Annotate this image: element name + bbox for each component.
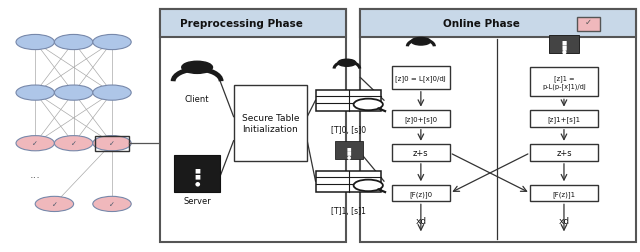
- Text: ✓: ✓: [109, 141, 115, 147]
- Text: Online Phase: Online Phase: [443, 19, 520, 29]
- Text: ■: ■: [561, 45, 566, 50]
- Text: ✓: ✓: [70, 141, 77, 147]
- FancyBboxPatch shape: [234, 86, 307, 161]
- Text: ●: ●: [347, 154, 351, 159]
- FancyBboxPatch shape: [392, 111, 450, 127]
- FancyBboxPatch shape: [360, 10, 636, 242]
- Text: Server: Server: [183, 196, 211, 205]
- Circle shape: [54, 136, 93, 151]
- FancyBboxPatch shape: [531, 145, 598, 161]
- Text: Secure Table
Initialization: Secure Table Initialization: [242, 114, 299, 133]
- Text: z+s: z+s: [556, 149, 572, 158]
- Text: ●: ●: [195, 180, 200, 185]
- Circle shape: [93, 86, 131, 101]
- Text: [F(z)]0: [F(z)]0: [410, 190, 433, 197]
- Circle shape: [412, 38, 431, 46]
- Text: xd: xd: [415, 216, 426, 225]
- Text: ■: ■: [194, 174, 200, 179]
- FancyBboxPatch shape: [360, 10, 636, 38]
- FancyBboxPatch shape: [335, 142, 363, 159]
- Text: [T]0, [s]0: [T]0, [s]0: [332, 125, 366, 134]
- Text: ✓: ✓: [32, 141, 38, 147]
- FancyBboxPatch shape: [160, 10, 346, 38]
- Circle shape: [54, 86, 93, 101]
- FancyBboxPatch shape: [531, 67, 598, 97]
- FancyBboxPatch shape: [392, 145, 450, 161]
- FancyBboxPatch shape: [392, 185, 450, 202]
- Text: Preprocessing Phase: Preprocessing Phase: [180, 19, 303, 29]
- Text: ✓: ✓: [585, 18, 592, 27]
- Text: ...: ...: [30, 169, 40, 179]
- Text: [z]1+[s]1: [z]1+[s]1: [547, 116, 580, 122]
- FancyBboxPatch shape: [577, 18, 600, 32]
- FancyBboxPatch shape: [316, 90, 381, 111]
- Text: [z]0 = L[x]0/dJ: [z]0 = L[x]0/dJ: [396, 75, 446, 81]
- Text: ■: ■: [561, 40, 566, 45]
- Text: ●: ●: [561, 49, 566, 54]
- Text: ■: ■: [346, 146, 351, 151]
- Circle shape: [338, 60, 356, 67]
- Text: ✓: ✓: [109, 201, 115, 207]
- FancyBboxPatch shape: [548, 36, 579, 54]
- Circle shape: [16, 86, 54, 101]
- FancyBboxPatch shape: [531, 111, 598, 127]
- Text: [F(z)]1: [F(z)]1: [552, 190, 575, 197]
- Circle shape: [93, 35, 131, 50]
- FancyBboxPatch shape: [160, 10, 346, 242]
- Text: ■: ■: [194, 168, 200, 173]
- Circle shape: [353, 180, 383, 192]
- Circle shape: [16, 35, 54, 50]
- FancyBboxPatch shape: [392, 67, 450, 89]
- Text: ✓: ✓: [51, 201, 58, 207]
- Text: Client: Client: [185, 95, 209, 104]
- Text: [z]1 =
p-L(p-[x]1)/dJ: [z]1 = p-L(p-[x]1)/dJ: [542, 75, 586, 89]
- Circle shape: [93, 197, 131, 212]
- Circle shape: [54, 35, 93, 50]
- Circle shape: [353, 99, 383, 111]
- Circle shape: [182, 62, 212, 74]
- Text: [T]1, [s]1: [T]1, [s]1: [332, 206, 366, 215]
- Text: z+s: z+s: [413, 149, 429, 158]
- Text: [z]0+[s]0: [z]0+[s]0: [404, 116, 437, 122]
- Circle shape: [16, 136, 54, 151]
- Circle shape: [93, 136, 131, 151]
- FancyBboxPatch shape: [316, 171, 381, 192]
- Circle shape: [35, 197, 74, 212]
- FancyBboxPatch shape: [531, 185, 598, 202]
- Text: xd: xd: [559, 216, 570, 225]
- FancyBboxPatch shape: [174, 155, 220, 192]
- Text: ■: ■: [346, 150, 351, 155]
